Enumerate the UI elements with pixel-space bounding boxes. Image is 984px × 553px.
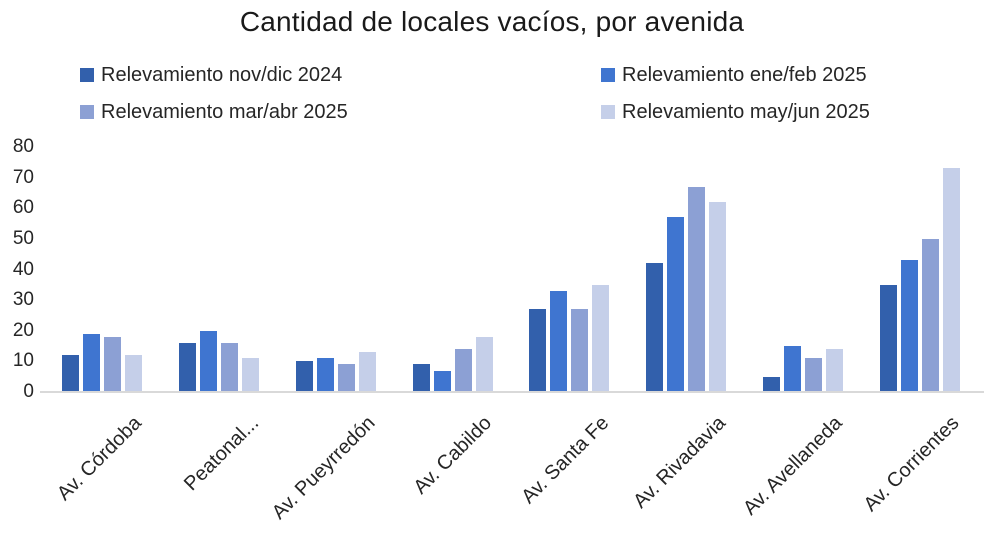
bar-group bbox=[278, 130, 395, 392]
bar bbox=[83, 334, 101, 392]
x-axis-labels: Av. Córdoba Peatonal... Av. Pueyrredón Av. … bbox=[0, 398, 984, 553]
bar bbox=[104, 337, 122, 392]
x-category-label: Av. Cabildo bbox=[409, 412, 497, 499]
bar bbox=[571, 309, 589, 392]
chart-title: Cantidad de locales vacíos, por avenida bbox=[239, 6, 745, 37]
bar bbox=[688, 187, 706, 392]
bar bbox=[592, 285, 610, 392]
bar bbox=[454, 349, 472, 392]
bar bbox=[475, 337, 493, 392]
legend-swatch-icon bbox=[601, 68, 615, 82]
x-category-label: Av. Avellaneda bbox=[738, 412, 847, 520]
bar bbox=[125, 355, 143, 392]
bar bbox=[62, 355, 80, 392]
bar-group bbox=[861, 130, 978, 392]
x-category-label: Av. Córdoba bbox=[53, 412, 146, 505]
y-tick-label: 70 bbox=[12, 166, 34, 188]
legend-label: Relevamiento nov/dic 2024 bbox=[101, 64, 343, 86]
x-category-label: Av. Rivadavia bbox=[628, 412, 730, 513]
bar bbox=[709, 202, 727, 392]
bar bbox=[295, 361, 313, 392]
legend-item: Relevamiento ene/feb 2025 bbox=[601, 62, 867, 88]
y-tick-label: 40 bbox=[12, 258, 34, 280]
y-tick-label: 80 bbox=[12, 136, 34, 157]
x-category-label: Av. Santa Fe bbox=[516, 412, 613, 509]
bar bbox=[529, 309, 547, 392]
bar bbox=[179, 343, 197, 392]
bar bbox=[221, 343, 239, 392]
bar bbox=[550, 291, 568, 392]
x-category-label: Av. Corrientes bbox=[859, 412, 964, 516]
bar bbox=[337, 364, 355, 392]
legend-item: Relevamiento nov/dic 2024 bbox=[80, 62, 342, 88]
bar bbox=[879, 285, 897, 392]
bar bbox=[783, 346, 801, 392]
x-axis-baseline bbox=[40, 391, 984, 393]
y-tick-label: 30 bbox=[12, 289, 34, 311]
plot-region: 0 10 20 30 40 50 60 70 80 bbox=[0, 130, 984, 402]
x-category-label: Peatonal... bbox=[179, 412, 263, 496]
y-tick-label: 60 bbox=[12, 197, 34, 219]
legend-swatch-icon bbox=[80, 68, 94, 82]
bar bbox=[200, 331, 218, 392]
legend-label: Relevamiento may/jun 2025 bbox=[622, 101, 870, 123]
y-tick-label: 50 bbox=[12, 227, 34, 249]
bar-group bbox=[511, 130, 628, 392]
legend-item: Relevamiento may/jun 2025 bbox=[601, 99, 870, 125]
bar bbox=[646, 263, 664, 392]
bar bbox=[921, 239, 939, 392]
bar bbox=[762, 377, 780, 392]
legend-item: Relevamiento mar/abr 2025 bbox=[80, 99, 348, 125]
bar bbox=[667, 217, 685, 392]
bar-group bbox=[161, 130, 278, 392]
x-category-label: Av. Pueyrredón bbox=[267, 412, 380, 524]
legend-label: Relevamiento ene/feb 2025 bbox=[622, 64, 867, 86]
y-tick-label: 20 bbox=[12, 319, 34, 341]
bar-group bbox=[745, 130, 862, 392]
bar-group bbox=[44, 130, 161, 392]
bar-group bbox=[628, 130, 745, 392]
bar bbox=[900, 260, 918, 392]
legend-swatch-icon bbox=[80, 105, 94, 119]
legend-swatch-icon bbox=[601, 105, 615, 119]
bar-group bbox=[394, 130, 511, 392]
bar bbox=[804, 358, 822, 392]
bar bbox=[316, 358, 334, 392]
bar bbox=[825, 349, 843, 392]
plot-area bbox=[44, 130, 978, 392]
y-tick-label: 10 bbox=[12, 350, 34, 372]
y-tick-label: 0 bbox=[23, 381, 34, 402]
bar bbox=[358, 352, 376, 392]
bar bbox=[242, 358, 260, 392]
bar bbox=[942, 168, 960, 392]
legend-label: Relevamiento mar/abr 2025 bbox=[101, 101, 348, 123]
bar bbox=[433, 371, 451, 392]
bar bbox=[412, 364, 430, 392]
